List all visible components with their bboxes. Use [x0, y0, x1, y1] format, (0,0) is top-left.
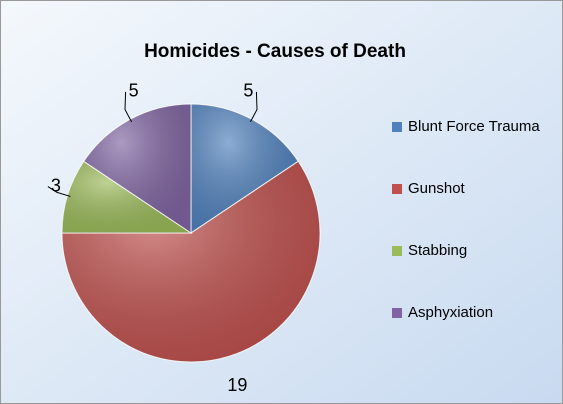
leader-line — [47, 186, 71, 197]
data-label: 3 — [51, 175, 61, 195]
leader-line — [124, 91, 133, 123]
chart-title: Homicides - Causes of Death — [144, 41, 406, 62]
legend-item: Asphyxiation — [392, 304, 542, 366]
slice-shade — [191, 104, 299, 233]
leader-line — [249, 91, 258, 123]
legend-swatch — [392, 308, 402, 318]
legend-item: Blunt Force Trauma — [392, 118, 542, 180]
legend-swatch — [392, 122, 402, 132]
data-label: 5 — [129, 81, 139, 101]
data-label: 5 — [243, 81, 253, 101]
data-label: 19 — [227, 375, 247, 395]
legend: Blunt Force Trauma Gunshot Stabbing Asphyxi… — [392, 118, 542, 366]
legend-label: Asphyxiation — [408, 304, 494, 321]
legend-swatch — [392, 184, 402, 194]
slice-shade — [62, 161, 191, 233]
legend-swatch — [392, 246, 402, 256]
slice-shade — [83, 104, 191, 233]
legend-label: Blunt Force Trauma — [408, 118, 540, 135]
legend-label: Stabbing — [408, 242, 468, 259]
legend-item: Gunshot — [392, 180, 542, 242]
legend-label: Gunshot — [408, 180, 465, 197]
legend-item: Stabbing — [392, 242, 542, 304]
slice-shade — [62, 161, 320, 362]
